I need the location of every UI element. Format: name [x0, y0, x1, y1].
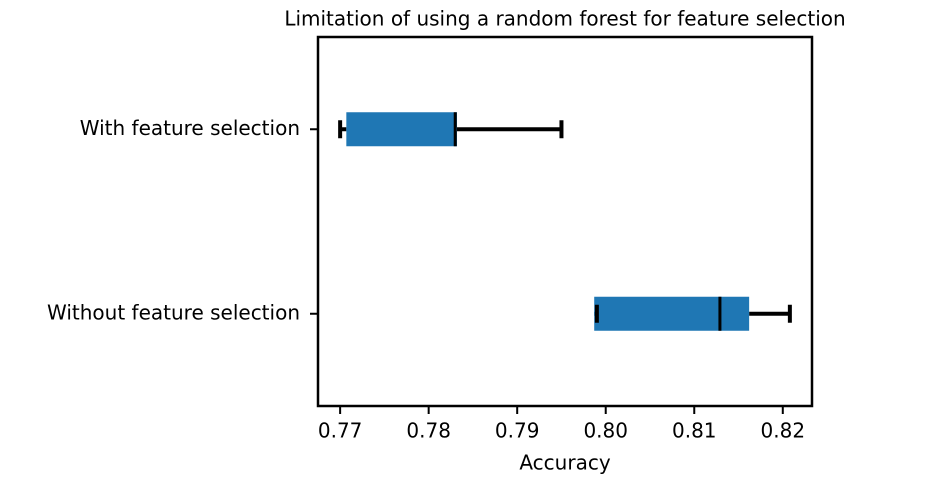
x-tick-label: 0.80	[583, 419, 628, 443]
x-tick-label: 0.78	[406, 419, 451, 443]
y-tick-label: Without feature selection	[47, 300, 300, 324]
x-axis-label: Accuracy	[519, 451, 610, 475]
x-tick-label: 0.82	[761, 419, 806, 443]
x-tick-label: 0.81	[672, 419, 717, 443]
box	[346, 112, 457, 147]
x-tick-label: 0.77	[318, 419, 363, 443]
x-tick-label: 0.79	[495, 419, 540, 443]
box	[594, 296, 750, 331]
plot-frame	[316, 35, 814, 408]
y-tick-label: With feature selection	[80, 116, 300, 140]
chart-title: Limitation of using a random forest for …	[284, 7, 845, 31]
